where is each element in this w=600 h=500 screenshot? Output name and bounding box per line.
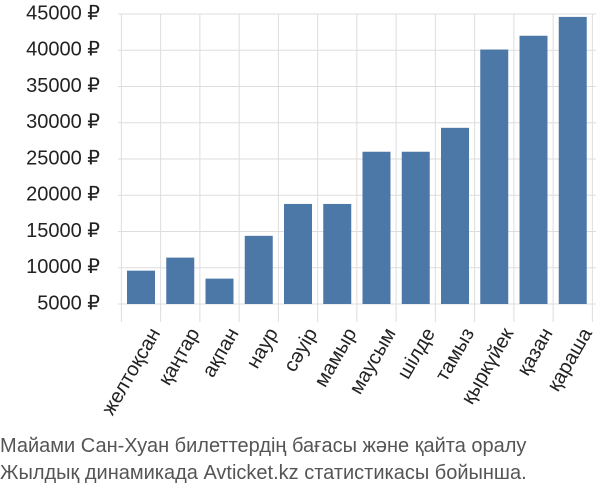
bar [284, 203, 312, 304]
x-tick-label: сәуір [280, 324, 322, 375]
bar-layer [127, 16, 587, 305]
bar [362, 151, 391, 304]
caption-line-1: Майами Сан-Хуан билеттердің бағасы және … [0, 435, 527, 457]
bar [244, 235, 273, 304]
y-tick-label: 40000 ₽ [26, 39, 100, 61]
y-tick-label: 35000 ₽ [26, 75, 100, 97]
x-tick-label: желтоқсан [98, 324, 165, 419]
bar [205, 278, 234, 304]
y-tick-label: 15000 ₽ [26, 220, 100, 242]
bar [519, 35, 548, 304]
y-tick-label: 30000 ₽ [26, 111, 100, 133]
x-axis-ticks: желтоқсанқаңтарақпаннаурсәуірмамырмаусым… [98, 324, 597, 419]
bar [441, 127, 469, 304]
bar [480, 49, 509, 305]
bar [558, 16, 587, 305]
bar-chart-svg: 5000 ₽ 10000 ₽ 15000 ₽ 20000 ₽ 25000 ₽ 30000 … [26, 2, 597, 419]
y-tick-label: 5000 ₽ [37, 292, 100, 314]
y-axis-ticks: 5000 ₽ 10000 ₽ 15000 ₽ 20000 ₽ 25000 ₽ 30000 … [26, 2, 100, 314]
y-tick-label: 25000 ₽ [26, 147, 100, 169]
bar [323, 203, 352, 304]
y-tick-label: 45000 ₽ [26, 2, 100, 24]
y-tick-label: 20000 ₽ [26, 184, 100, 206]
x-tick-label: ақпан [198, 324, 243, 381]
bar [401, 151, 430, 304]
grid-layer [118, 13, 596, 322]
price-chart: 5000 ₽ 10000 ₽ 15000 ₽ 20000 ₽ 25000 ₽ 30000 … [26, 2, 597, 419]
bar [166, 257, 195, 304]
bar [127, 270, 155, 304]
y-tick-label: 10000 ₽ [26, 256, 100, 278]
x-tick-label: наур [242, 324, 282, 372]
caption-line-2: Жылдық динамикада Avticket.kz статистика… [0, 462, 527, 484]
